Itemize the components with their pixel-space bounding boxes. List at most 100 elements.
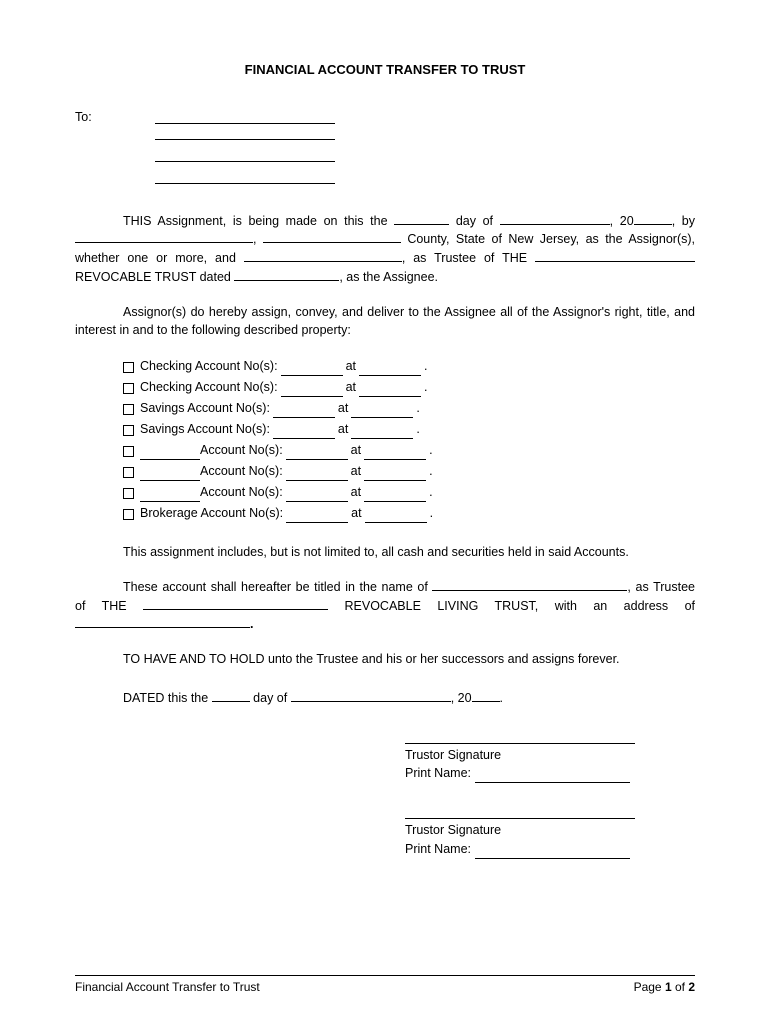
account-checkbox-1[interactable] xyxy=(123,383,134,394)
account-period-3: . xyxy=(416,419,419,439)
blank-titled-name[interactable] xyxy=(432,578,627,591)
account-period-5: . xyxy=(429,461,432,481)
account-type-blank-4[interactable] xyxy=(140,447,200,460)
account-at-label-6: at xyxy=(351,482,361,502)
account-type-label-2: Savings Account No(s): xyxy=(140,398,270,418)
account-row-1: Checking Account No(s): at . xyxy=(123,377,695,397)
signature-line-1[interactable] xyxy=(405,726,635,744)
account-bank-blank-2[interactable] xyxy=(351,405,413,418)
account-at-label-0: at xyxy=(346,356,356,376)
account-at-label-7: at xyxy=(351,503,361,523)
blank-dated-month[interactable] xyxy=(291,689,451,702)
blank-trust-date[interactable] xyxy=(234,268,339,281)
account-checkbox-6[interactable] xyxy=(123,488,134,499)
account-row-7: Brokerage Account No(s): at . xyxy=(123,503,695,523)
account-checkbox-7[interactable] xyxy=(123,509,134,520)
account-period-1: . xyxy=(424,377,427,397)
account-at-label-1: at xyxy=(346,377,356,397)
account-number-blank-3[interactable] xyxy=(273,426,335,439)
account-bank-blank-4[interactable] xyxy=(364,447,426,460)
account-at-label-2: at xyxy=(338,398,348,418)
print-name-blank-1[interactable] xyxy=(475,769,630,783)
account-type-label-7: Brokerage Account No(s): xyxy=(140,503,283,523)
blank-trustee-name[interactable] xyxy=(244,249,402,262)
account-type-blank-5[interactable] xyxy=(140,468,200,481)
account-period-2: . xyxy=(416,398,419,418)
account-at-label-4: at xyxy=(351,440,361,460)
print-name-label-2: Print Name: xyxy=(405,840,471,859)
blank-day[interactable] xyxy=(394,212,449,225)
account-period-7: . xyxy=(430,503,433,523)
account-type-label-0: Checking Account No(s): xyxy=(140,356,278,376)
account-number-blank-7[interactable] xyxy=(286,510,348,523)
print-name-blank-2[interactable] xyxy=(475,845,630,859)
account-type-label-6: Account No(s): xyxy=(200,482,283,502)
account-number-blank-5[interactable] xyxy=(286,468,348,481)
account-checkbox-2[interactable] xyxy=(123,404,134,415)
account-number-blank-0[interactable] xyxy=(281,363,343,376)
signature-block-2: Trustor Signature Print Name: xyxy=(405,801,695,859)
to-line-4[interactable] xyxy=(155,170,335,184)
blank-living-trust[interactable] xyxy=(143,597,328,610)
blank-year[interactable] xyxy=(634,212,672,225)
account-type-label-1: Checking Account No(s): xyxy=(140,377,278,397)
account-type-label-5: Account No(s): xyxy=(200,461,283,481)
account-at-label-5: at xyxy=(351,461,361,481)
account-period-6: . xyxy=(429,482,432,502)
account-period-0: . xyxy=(424,356,427,376)
document-title: FINANCIAL ACCOUNT TRANSFER TO TRUST xyxy=(75,60,695,80)
account-row-6: Account No(s): at . xyxy=(123,482,695,502)
footer-title: Financial Account Transfer to Trust xyxy=(75,978,260,996)
blank-trust-name[interactable] xyxy=(535,249,695,262)
print-name-label-1: Print Name: xyxy=(405,764,471,783)
signature-label-2: Trustor Signature xyxy=(405,821,695,840)
assignment-paragraph: THIS Assignment, is being made on this t… xyxy=(75,212,695,287)
to-label: To: xyxy=(75,108,155,127)
inclusion-paragraph: This assignment includes, but is not lim… xyxy=(75,543,695,562)
account-period-4: . xyxy=(429,440,432,460)
signature-line-2[interactable] xyxy=(405,801,635,819)
title-paragraph: These account shall hereafter be titled … xyxy=(75,578,695,634)
to-line-2[interactable] xyxy=(155,126,335,140)
account-at-label-3: at xyxy=(338,419,348,439)
account-type-blank-6[interactable] xyxy=(140,489,200,502)
account-checkbox-5[interactable] xyxy=(123,467,134,478)
account-checkbox-3[interactable] xyxy=(123,425,134,436)
account-bank-blank-0[interactable] xyxy=(359,363,421,376)
footer-page: Page 1 of 2 xyxy=(634,978,695,996)
blank-address[interactable] xyxy=(75,615,250,628)
signature-label-1: Trustor Signature xyxy=(405,746,695,765)
account-row-2: Savings Account No(s): at . xyxy=(123,398,695,418)
blank-month[interactable] xyxy=(500,212,610,225)
account-bank-blank-3[interactable] xyxy=(351,426,413,439)
blank-dated-year[interactable] xyxy=(472,689,500,702)
account-row-3: Savings Account No(s): at . xyxy=(123,419,695,439)
account-number-blank-4[interactable] xyxy=(286,447,348,460)
page-footer: Financial Account Transfer to Trust Page… xyxy=(75,978,695,996)
account-checkbox-0[interactable] xyxy=(123,362,134,373)
to-line-3[interactable] xyxy=(155,148,335,162)
blank-county[interactable] xyxy=(263,230,401,243)
account-checkbox-4[interactable] xyxy=(123,446,134,457)
account-row-4: Account No(s): at . xyxy=(123,440,695,460)
account-row-0: Checking Account No(s): at . xyxy=(123,356,695,376)
account-number-blank-6[interactable] xyxy=(286,489,348,502)
account-bank-blank-7[interactable] xyxy=(365,510,427,523)
account-number-blank-1[interactable] xyxy=(281,384,343,397)
account-bank-blank-6[interactable] xyxy=(364,489,426,502)
account-number-blank-2[interactable] xyxy=(273,405,335,418)
blank-dated-day[interactable] xyxy=(212,689,250,702)
to-have-hold-paragraph: TO HAVE AND TO HOLD unto the Trustee and… xyxy=(75,650,695,669)
blank-by-name[interactable] xyxy=(75,230,253,243)
dated-line: DATED this the day of , 20. xyxy=(75,689,695,708)
to-address-block: To: xyxy=(75,108,695,192)
footer-divider xyxy=(75,975,695,976)
account-bank-blank-5[interactable] xyxy=(364,468,426,481)
account-type-label-3: Savings Account No(s): xyxy=(140,419,270,439)
account-bank-blank-1[interactable] xyxy=(359,384,421,397)
assign-convey-paragraph: Assignor(s) do hereby assign, convey, an… xyxy=(75,303,695,341)
account-row-5: Account No(s): at . xyxy=(123,461,695,481)
signature-block-1: Trustor Signature Print Name: xyxy=(405,726,695,784)
account-type-label-4: Account No(s): xyxy=(200,440,283,460)
to-line-1[interactable] xyxy=(155,110,335,124)
